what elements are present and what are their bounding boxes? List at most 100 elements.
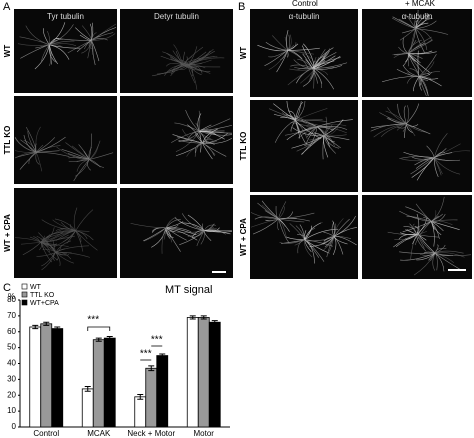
microtubule (199, 130, 217, 136)
microtubule (295, 100, 306, 121)
microtubule (49, 40, 75, 45)
microtubule (22, 242, 41, 256)
microtubule (203, 224, 217, 231)
microtubule (396, 123, 407, 131)
microtubule (285, 236, 305, 240)
microtubule (323, 236, 335, 242)
microtubule (410, 157, 435, 175)
legend-swatch (21, 299, 28, 306)
microtubule (287, 50, 309, 69)
bar (29, 326, 42, 428)
microtubule (323, 232, 335, 237)
bar (40, 323, 53, 428)
error-bar (95, 337, 102, 342)
microtubule (81, 40, 92, 54)
microtubule (434, 150, 471, 159)
microtubule (21, 241, 41, 245)
microtubule (182, 56, 218, 66)
microtubule (332, 220, 335, 237)
column-label: Tyr tubulin (47, 12, 84, 21)
bar (134, 396, 147, 428)
microtubule (434, 247, 447, 254)
microtubule (55, 251, 90, 258)
microtubule (198, 110, 201, 132)
microtubule (88, 140, 101, 160)
microtubule (323, 119, 344, 136)
microtubule (264, 50, 288, 66)
microtubule (194, 142, 203, 153)
micrograph (250, 9, 358, 97)
row-label: TTL KO (239, 132, 248, 161)
microtubule (72, 155, 90, 161)
microtubule (75, 27, 92, 41)
microtubule (274, 119, 296, 143)
y-axis-label: % (8, 292, 15, 301)
micrograph (362, 9, 472, 97)
microtubule (17, 43, 50, 46)
microtubule (202, 128, 218, 144)
microtubule (288, 110, 296, 121)
microtubule (55, 251, 74, 264)
micrograph (250, 100, 358, 192)
microtubule (287, 34, 291, 51)
microtubule (305, 236, 335, 242)
microtubule (41, 219, 76, 231)
microtubule (415, 20, 437, 29)
microtubule (402, 64, 420, 77)
microtubule (415, 28, 433, 41)
error-bar (148, 365, 155, 372)
microtubule (294, 120, 306, 144)
error-bar (43, 321, 50, 326)
microtubule (290, 120, 296, 132)
microtubule (143, 227, 167, 242)
microtubule (35, 152, 40, 165)
microtubule (432, 252, 436, 271)
microtubule (88, 40, 92, 50)
microtubule (40, 234, 69, 243)
microtubule (202, 143, 213, 160)
microtubule (398, 234, 417, 240)
microtubule (415, 28, 428, 50)
microtubule (400, 252, 436, 261)
microtubule (175, 131, 200, 152)
microtubule (49, 43, 77, 47)
microtubule (323, 124, 333, 136)
microtubule (414, 9, 420, 29)
microtubule (392, 16, 416, 29)
micrograph (14, 9, 117, 93)
legend-swatch (21, 283, 28, 290)
microtubule (401, 28, 416, 34)
error-bar (200, 315, 207, 320)
microtubule (56, 146, 90, 160)
microtubule (435, 252, 472, 257)
microtubule (40, 241, 69, 247)
microtubule (416, 213, 420, 235)
microtubule (316, 123, 347, 127)
microtubule (416, 252, 436, 261)
microtubule (370, 123, 407, 132)
microtubule (380, 123, 407, 138)
microtubule (178, 140, 203, 144)
microtubule (304, 225, 313, 240)
microtubule (418, 71, 440, 77)
microtubule (36, 144, 44, 153)
error-bar (189, 315, 196, 320)
microtubule (435, 244, 446, 254)
panel-label: B (238, 1, 245, 13)
microtubule (394, 53, 409, 56)
microtubule (182, 59, 212, 66)
microtubule (295, 108, 328, 121)
microtubule (83, 150, 90, 160)
microtubule (399, 210, 432, 222)
microtubule (289, 223, 305, 240)
row-label: WT + CPA (239, 218, 248, 256)
legend-label: WT+CPA (30, 300, 59, 307)
error-bar (211, 320, 218, 325)
microtubule (165, 227, 176, 232)
microtubule (203, 230, 212, 241)
microtubule (332, 236, 337, 255)
image-label: α-tubulin (402, 12, 433, 21)
microtubule (174, 122, 200, 132)
microtubule (91, 38, 108, 41)
row-label: WT (3, 45, 12, 58)
